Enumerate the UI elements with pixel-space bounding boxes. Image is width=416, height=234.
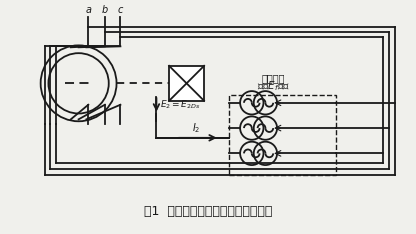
Bar [169,66,204,101]
Text: 产生附加: 产生附加 [261,73,285,83]
Text: $I_2$: $I_2$ [192,121,201,135]
Text: 电势$E_f$装置: 电势$E_f$装置 [257,79,290,93]
Bar [229,95,337,175]
Text: 图1  异步电动机串级调速系统原理图: 图1 异步电动机串级调速系统原理图 [144,205,272,218]
Text: a: a [85,5,92,15]
Text: b: b [102,5,108,15]
Text: c: c [118,5,123,15]
Text: $E_2=E_{2Ds}$: $E_2=E_{2Ds}$ [160,99,201,111]
